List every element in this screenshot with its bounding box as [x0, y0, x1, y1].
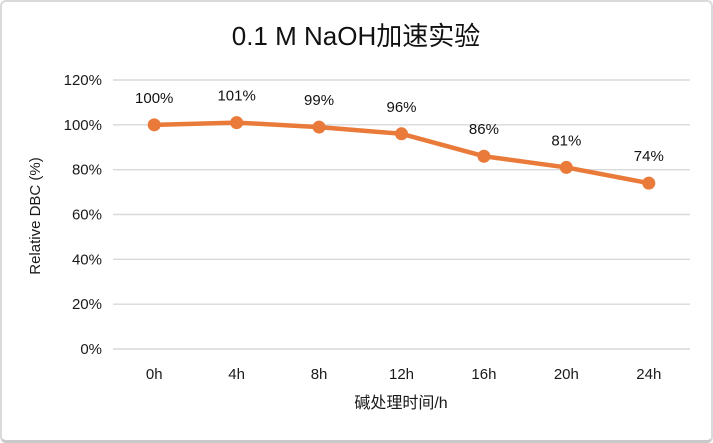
x-tick-label: 8h	[311, 366, 328, 383]
y-tick-label: 60%	[72, 207, 102, 224]
y-tick-label: 80%	[72, 162, 102, 179]
y-tick-label: 0%	[80, 341, 102, 358]
y-tick-label: 100%	[64, 117, 102, 134]
data-label: 86%	[469, 121, 499, 138]
data-label: 96%	[386, 99, 416, 116]
chart-title: 0.1 M NaOH加速实验	[232, 21, 481, 51]
data-point-marker	[395, 127, 408, 141]
data-label: 101%	[217, 88, 255, 105]
data-point-marker	[559, 160, 573, 174]
data-label: 81%	[551, 132, 581, 149]
x-tick-label: 4h	[228, 366, 245, 383]
plot-area: 0% 20% 40% 60% 80% 100% 120% 0h 4h 8h 12h 16h 20h 24h…	[64, 72, 690, 383]
x-tick-label: 20h	[554, 366, 579, 383]
data-point-marker	[147, 118, 161, 132]
x-tick-label: 12h	[389, 366, 414, 383]
y-tick-label: 120%	[64, 72, 102, 89]
data-point-marker	[477, 149, 491, 163]
data-label: 74%	[634, 148, 664, 165]
data-label: 100%	[135, 90, 173, 107]
y-tick-label: 40%	[72, 251, 102, 268]
x-tick-label: 16h	[471, 366, 496, 383]
data-point-marker	[312, 120, 326, 134]
data-point-marker	[230, 116, 244, 130]
x-tick-label: 24h	[636, 366, 661, 383]
x-axis-title: 碱处理时间/h	[354, 394, 447, 412]
data-point-marker	[642, 176, 656, 190]
y-axis-title: Relative DBC (%)	[27, 157, 44, 275]
x-tick-label: 0h	[146, 366, 163, 383]
data-label: 99%	[304, 92, 334, 109]
y-tick-label: 20%	[72, 296, 102, 313]
